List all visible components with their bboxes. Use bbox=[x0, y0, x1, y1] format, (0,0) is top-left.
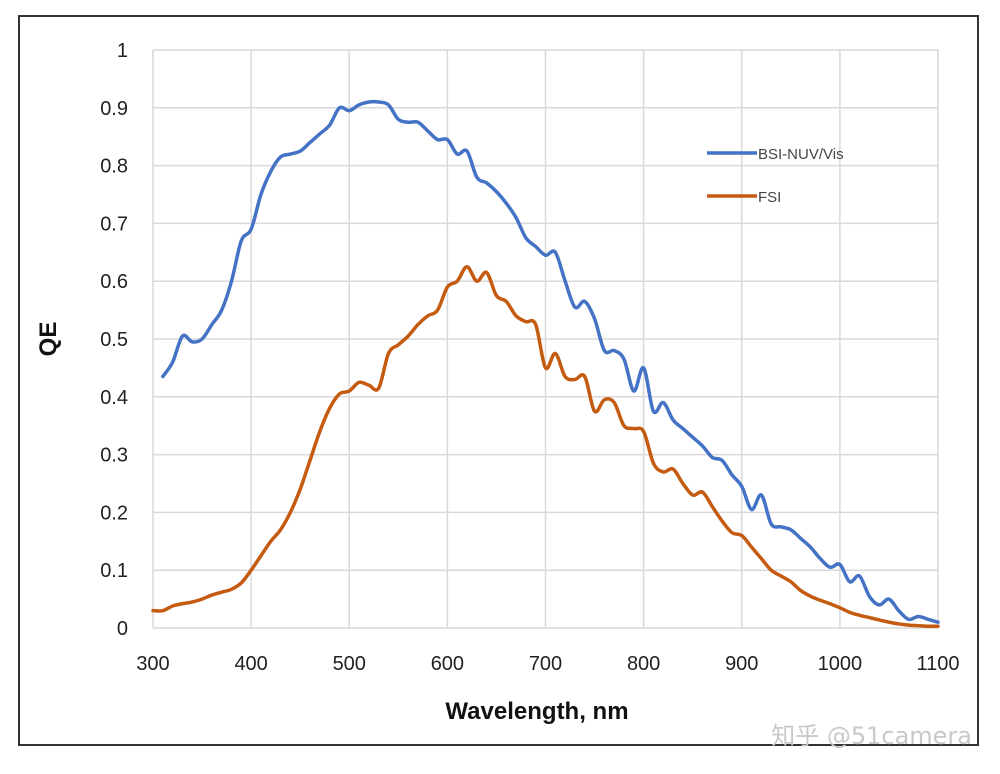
chart-frame bbox=[18, 15, 979, 746]
x-tick-label: 300 bbox=[136, 653, 169, 675]
legend: BSI-NUV/Vis FSI bbox=[707, 146, 844, 206]
y-tick-label: 1 bbox=[117, 40, 128, 62]
x-tick-label: 700 bbox=[529, 653, 562, 675]
y-tick-label: 0.5 bbox=[100, 329, 128, 351]
y-tick-label: 0.3 bbox=[100, 445, 128, 467]
x-tick-label: 800 bbox=[627, 653, 660, 675]
x-tick-label: 1100 bbox=[916, 653, 959, 675]
y-tick-labels: 0 0.1 0.2 0.3 0.4 0.5 0.6 0.7 0.8 0.9 1 bbox=[100, 40, 128, 640]
x-tick-label: 1000 bbox=[818, 653, 863, 675]
x-tick-label: 500 bbox=[333, 653, 366, 675]
y-tick-label: 0.6 bbox=[100, 271, 128, 293]
series-line-fsi bbox=[151, 265, 940, 629]
y-axis-label: QE bbox=[35, 322, 62, 357]
y-tick-label: 0.2 bbox=[100, 502, 128, 524]
series-lines bbox=[151, 99, 940, 629]
x-axis-label: Wavelength, nm bbox=[445, 698, 628, 725]
y-tick-label: 0.8 bbox=[100, 156, 128, 178]
watermark: 知乎 @51camera bbox=[771, 722, 972, 750]
legend-label-bsi: BSI-NUV/Vis bbox=[758, 146, 844, 163]
x-tick-labels: 300 400 500 600 700 800 900 1000 1100 bbox=[136, 653, 959, 675]
y-tick-label: 0 bbox=[117, 618, 128, 640]
y-tick-label: 0.1 bbox=[100, 560, 128, 582]
legend-label-fsi: FSI bbox=[758, 189, 781, 206]
grid bbox=[152, 49, 939, 629]
x-tick-label: 400 bbox=[234, 653, 267, 675]
y-tick-label: 0.9 bbox=[100, 98, 128, 120]
x-tick-label: 900 bbox=[725, 653, 758, 675]
x-tick-label: 600 bbox=[431, 653, 464, 675]
series-line-bsi-nuv-vis bbox=[161, 99, 940, 624]
y-tick-label: 0.4 bbox=[100, 387, 128, 409]
y-tick-label: 0.7 bbox=[100, 213, 128, 235]
